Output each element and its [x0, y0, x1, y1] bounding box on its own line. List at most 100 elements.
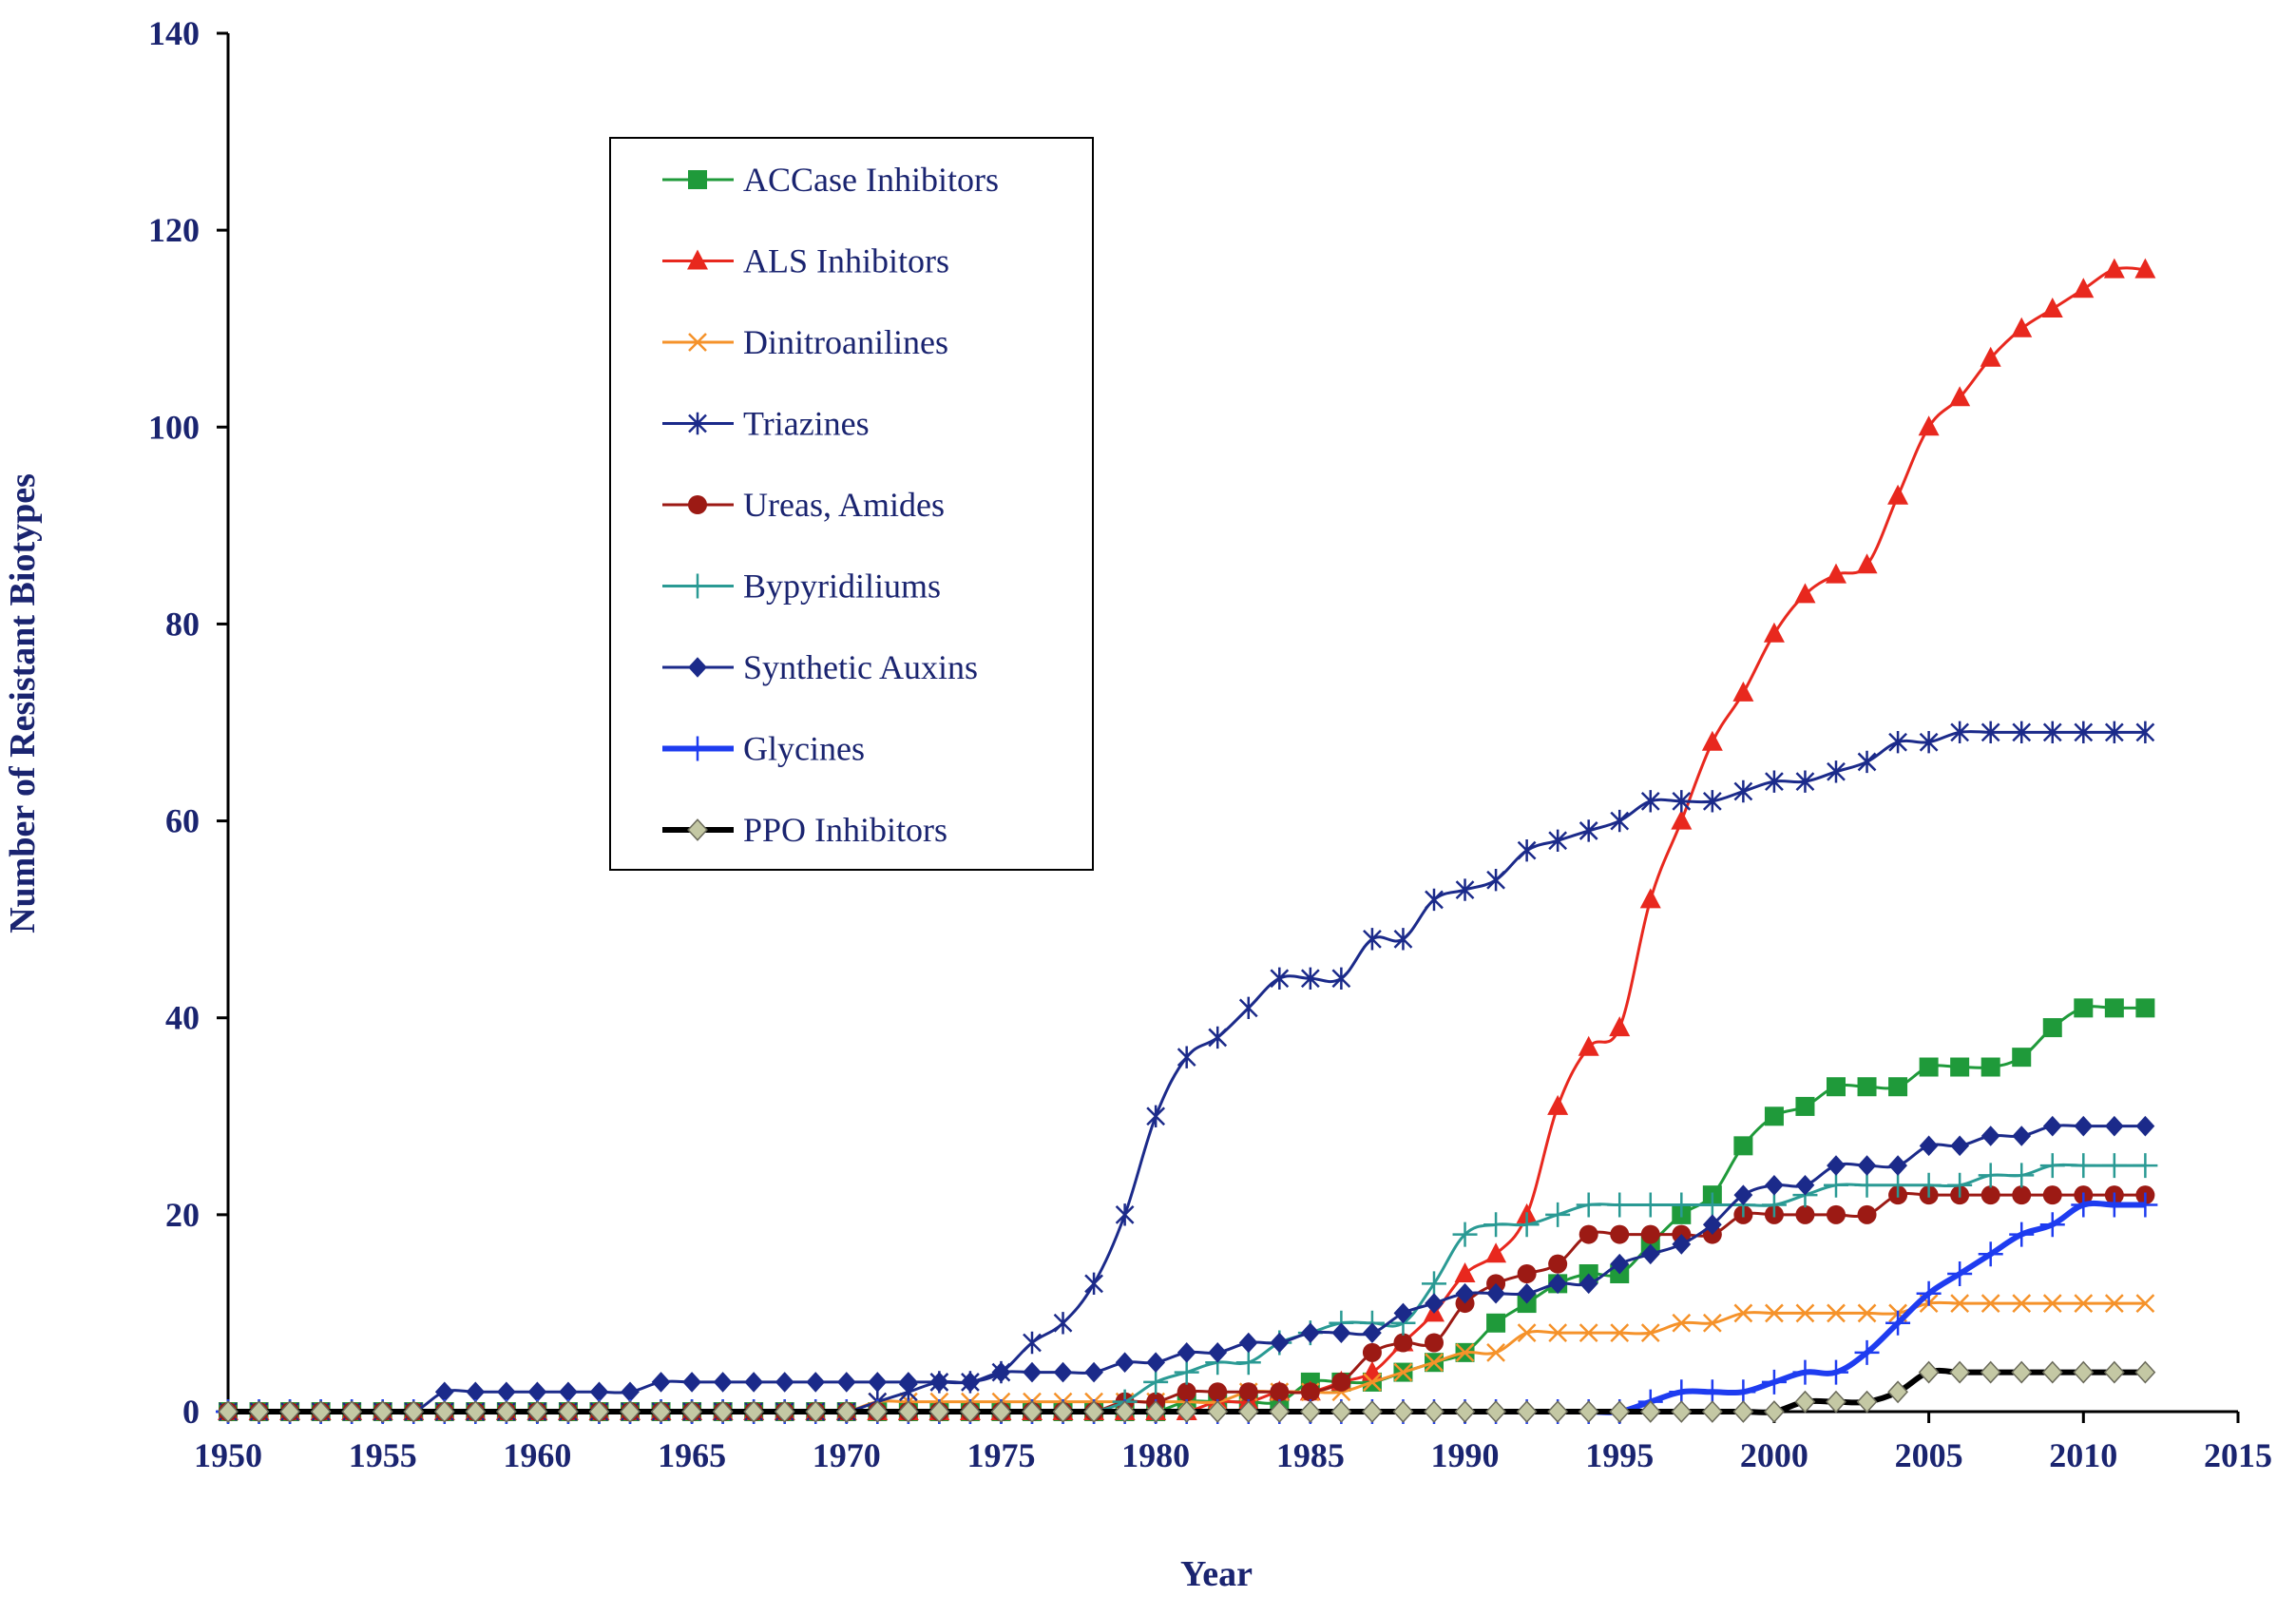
- legend-item-dinitroanilines: Dinitroanilines: [662, 323, 948, 361]
- legend-item-bypyridiliums: Bypyridiliums: [662, 568, 941, 606]
- data-point-triazines: [2104, 721, 2124, 744]
- data-point-glycines: [1854, 1339, 1880, 1365]
- data-point-ppo-inhibitors: [372, 1400, 393, 1423]
- data-point-bypyridiliums: [1637, 1192, 1663, 1218]
- x-tick-label: 1955: [349, 1436, 417, 1474]
- data-point-triazines: [2012, 721, 2032, 744]
- data-point-ppo-inhibitors: [1330, 1400, 1352, 1423]
- data-point-triazines: [1672, 790, 1692, 813]
- data-point-synthetic-auxins: [929, 1372, 949, 1393]
- data-point-triazines: [1640, 790, 1660, 813]
- data-point-glycines: [1792, 1359, 1818, 1385]
- data-point-triazines: [1393, 928, 1413, 951]
- data-point-synthetic-auxins: [1084, 1361, 1103, 1383]
- data-point-dinitroanilines: [1517, 1323, 1537, 1343]
- data-point-ppo-inhibitors: [1237, 1400, 1259, 1423]
- data-point-synthetic-auxins: [1300, 1322, 1320, 1343]
- data-point-synthetic-auxins: [2074, 1115, 2094, 1137]
- data-point-triazines: [1115, 1203, 1135, 1226]
- data-point-synthetic-auxins: [1733, 1184, 1753, 1205]
- data-point-accase-inhibitors: [2042, 1018, 2062, 1038]
- data-point-ureas-amides: [1795, 1204, 1815, 1224]
- data-point-als-inhibitors: [2103, 258, 2125, 279]
- data-point-triazines: [1146, 1105, 1166, 1127]
- data-point-triazines: [1980, 721, 2000, 744]
- data-point-ppo-inhibitors: [1516, 1400, 1538, 1423]
- data-point-synthetic-auxins: [1827, 1155, 1846, 1176]
- data-point-ureas-amides: [1331, 1372, 1351, 1392]
- data-point-synthetic-auxins: [1208, 1342, 1228, 1363]
- data-point-triazines: [1548, 829, 1568, 852]
- series-line-triazines: [227, 730, 2146, 1414]
- data-point-ureas-amides: [1980, 1185, 2000, 1205]
- data-point-synthetic-auxins: [2135, 1115, 2155, 1137]
- data-point-als-inhibitors: [1826, 563, 1846, 584]
- data-point-synthetic-auxins: [713, 1372, 733, 1393]
- data-point-dinitroanilines: [1578, 1323, 1598, 1343]
- data-point-als-inhibitors: [1980, 346, 2001, 367]
- data-point-ppo-inhibitors: [1578, 1400, 1599, 1423]
- data-point-ppo-inhibitors: [743, 1400, 765, 1423]
- data-point-synthetic-auxins: [1146, 1352, 1166, 1374]
- data-point-bypyridiliums: [1143, 1369, 1169, 1395]
- data-point-synthetic-auxins: [1455, 1282, 1475, 1304]
- data-point-dinitroanilines: [1672, 1313, 1692, 1333]
- data-point-synthetic-auxins: [1486, 1282, 1505, 1304]
- data-point-triazines: [1270, 967, 1290, 990]
- data-point-glycines: [2039, 1212, 2065, 1238]
- data-point-synthetic-auxins: [1023, 1361, 1042, 1383]
- data-point-als-inhibitors: [1918, 415, 1940, 436]
- y-tick-label: 20: [165, 1196, 200, 1234]
- data-point-ureas-amides: [1578, 1224, 1598, 1244]
- data-point-synthetic-auxins: [1980, 1126, 2000, 1146]
- data-point-ureas-amides: [2042, 1185, 2062, 1205]
- data-point-ppo-inhibitors: [1918, 1360, 1940, 1384]
- data-point-dinitroanilines: [2104, 1294, 2124, 1313]
- data-point-als-inhibitors: [1794, 583, 1816, 604]
- data-point-als-inhibitors: [1454, 1262, 1476, 1282]
- data-point-bypyridiliums: [1885, 1172, 1911, 1198]
- data-point-dinitroanilines: [1950, 1294, 1970, 1313]
- x-tick-label: 1950: [194, 1436, 262, 1474]
- data-point-ppo-inhibitors: [1887, 1380, 1908, 1404]
- x-tick-label: 1995: [1585, 1436, 1654, 1474]
- data-point-ppo-inhibitors: [1145, 1400, 1167, 1423]
- data-point-triazines: [1888, 731, 1907, 754]
- data-point-ureas-amides: [1300, 1382, 1320, 1402]
- x-tick-label: 1975: [966, 1436, 1035, 1474]
- data-point-ppo-inhibitors: [1732, 1400, 1754, 1423]
- data-point-dinitroanilines: [1610, 1323, 1630, 1343]
- data-point-als-inhibitors: [1361, 1360, 1383, 1381]
- data-point-ppo-inhibitors: [1949, 1360, 1971, 1384]
- data-point-ppo-inhibitors: [1454, 1400, 1476, 1423]
- data-point-dinitroanilines: [1455, 1342, 1475, 1362]
- data-point-accase-inhibitors: [2135, 998, 2155, 1018]
- data-point-ppo-inhibitors: [1207, 1400, 1229, 1423]
- data-point-ppo-inhibitors: [897, 1400, 919, 1423]
- data-point-triazines: [1578, 819, 1598, 842]
- data-point-ureas-amides: [1177, 1382, 1196, 1402]
- data-point-ppo-inhibitors: [928, 1400, 950, 1423]
- data-point-accase-inhibitors: [1827, 1077, 1846, 1097]
- y-tick-label: 40: [165, 999, 200, 1037]
- legend-swatch-marker: [685, 573, 710, 599]
- data-point-synthetic-auxins: [1393, 1302, 1413, 1324]
- data-point-synthetic-auxins: [1640, 1243, 1660, 1265]
- legend-swatch-marker: [687, 249, 708, 270]
- data-point-bypyridiliums: [1607, 1192, 1633, 1218]
- data-point-ppo-inhibitors: [650, 1400, 672, 1423]
- data-point-accase-inhibitors: [1486, 1313, 1506, 1333]
- data-point-bypyridiliums: [2071, 1153, 2096, 1179]
- data-point-triazines: [1517, 838, 1537, 862]
- data-point-ppo-inhibitors: [1701, 1400, 1723, 1423]
- data-point-als-inhibitors: [1609, 1016, 1631, 1037]
- data-point-synthetic-auxins: [682, 1372, 701, 1393]
- legend-swatch-marker: [688, 333, 707, 352]
- data-point-als-inhibitors: [1949, 386, 1971, 407]
- legend-swatch-marker: [688, 170, 707, 189]
- data-point-triazines: [1827, 760, 1846, 783]
- data-point-synthetic-auxins: [898, 1372, 918, 1393]
- x-tick-label: 1970: [813, 1436, 881, 1474]
- data-point-bypyridiliums: [1545, 1202, 1571, 1227]
